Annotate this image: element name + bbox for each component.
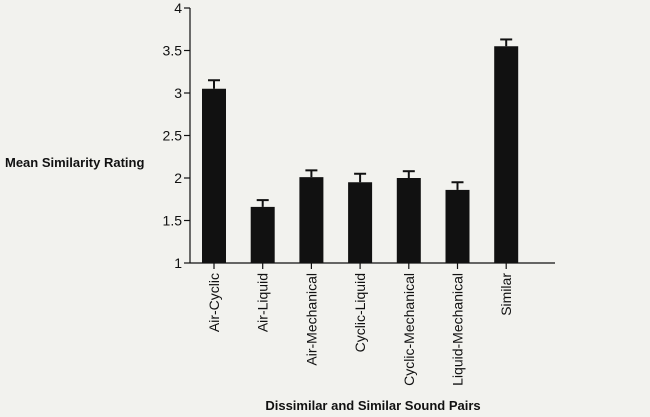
x-tick-label: Similar [498, 273, 514, 316]
bar [445, 189, 470, 263]
y-axis-title: Mean Similarity Rating [5, 155, 144, 170]
x-tick-label: Air-Mechanical [303, 273, 319, 366]
x-tick-label: Air-Liquid [255, 273, 271, 332]
x-tick-label: Cyclic-Liquid [352, 273, 368, 352]
x-tick-label: Air-Cyclic [206, 273, 222, 332]
bar [494, 46, 519, 263]
y-tick-label: 3 [174, 85, 182, 101]
bar [348, 182, 373, 263]
y-tick-labels: 1 1.5 2 2.5 3 3.5 4 [163, 0, 183, 271]
y-tick-label: 4 [174, 0, 182, 16]
y-tick-label: 1.5 [163, 213, 183, 229]
bar [202, 88, 226, 263]
x-tick-label: Liquid-Mechanical [450, 273, 466, 386]
y-tick-label: 2.5 [163, 128, 183, 144]
y-tick-label: 2 [174, 170, 182, 186]
y-tick-label: 1 [174, 255, 182, 271]
bars [202, 46, 519, 263]
error-bars [208, 38, 513, 207]
bar [299, 177, 324, 263]
y-axis [184, 7, 191, 264]
y-tick-label: 3.5 [163, 43, 183, 59]
x-axis [190, 262, 555, 269]
bar [250, 206, 275, 263]
bar [396, 178, 421, 263]
x-tick-labels: Air-Cyclic Air-Liquid Air-Mechanical Cyclic… [206, 273, 514, 386]
x-axis-title: Dissimilar and Similar Sound Pairs [265, 398, 480, 413]
x-tick-label: Cyclic-Mechanical [401, 273, 417, 386]
